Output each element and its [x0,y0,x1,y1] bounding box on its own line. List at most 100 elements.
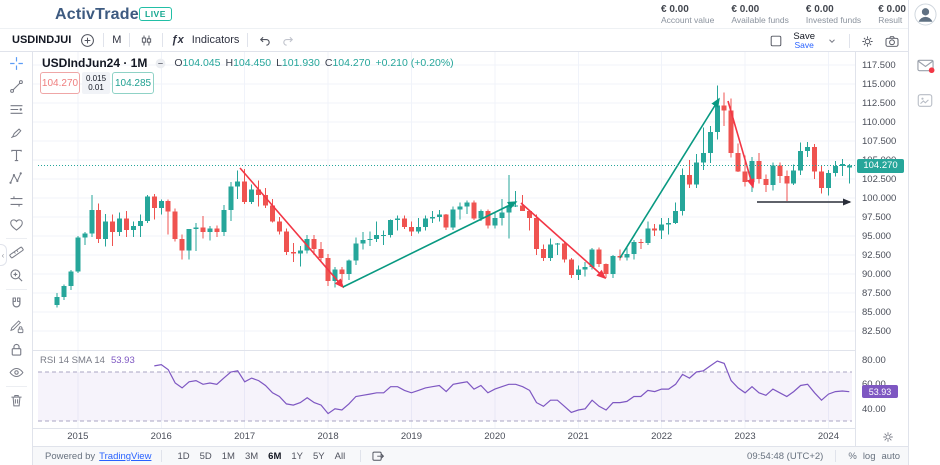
timeframe-button-1y[interactable]: 1Y [291,450,303,462]
fx-icon: ƒx [171,34,184,46]
bottom-bar: Powered by TradingView 1D 5D 1M 3M 6M 1Y 5Y All… [33,447,908,465]
rsi-band [38,371,852,422]
brush-tool[interactable] [0,121,33,144]
rsi-axis-label: 60.00 [862,379,886,390]
legend-change: +0.210 (+0.20%) [375,57,454,69]
year-label: 2017 [234,431,256,442]
pane-borders [0,52,908,447]
clock-label[interactable]: 09:54:48 (UTC+2) [747,450,824,462]
rsi-axis-label: 40.00 [862,403,886,415]
price-axis-label: 82.500 [862,326,892,337]
price-axis-label: 112.500 [862,98,896,109]
app-logo: ActivTrader™ [55,6,152,23]
axis-settings-gear-icon[interactable] [881,430,895,444]
goto-date-icon[interactable] [371,449,385,463]
timeframe-button-1m[interactable]: 1M [221,450,235,462]
auto-scale-button[interactable]: auto [881,450,901,462]
price-axis-label: 107.500 [862,136,897,147]
add-symbol-icon[interactable] [79,32,95,48]
chart-legend: USDIndJun24 · 1M O104.045 H104.450 L101.… [42,56,454,70]
user-avatar[interactable] [914,3,937,26]
price-axis-label: 117.500 [862,60,896,71]
zoom-in-tool[interactable] [0,264,33,287]
legend-collapse-icon[interactable] [154,57,167,70]
timeframe-button-all[interactable]: All [334,450,346,462]
year-label: 2019 [400,431,423,442]
price-axis-label: 97.500 [862,212,892,223]
price-axis-label: 115.000 [862,79,896,90]
interval-button[interactable]: M [112,34,122,46]
price-axis-label: 85.000 [862,307,892,318]
year-label: 2023 [734,431,756,442]
log-scale-button[interactable]: log [862,450,876,462]
mail-icon[interactable] [916,57,935,74]
timeframe-button-1d[interactable]: 1D [177,450,190,462]
year-label: 2016 [150,431,172,442]
chart-grid [33,52,855,428]
account-stat: € 0.00 Available funds [731,4,789,25]
hide-drawings-tool[interactable] [0,361,33,384]
save-button[interactable]: Save Save [793,31,815,50]
legend-ohlc: O104.045 H104.450 L101.930 C104.270 +0.2… [174,57,454,69]
rsi-value-badge: 53.93 [862,385,898,399]
tradingview-link[interactable]: TradingView [99,450,152,462]
timeframe-button-5d[interactable]: 5D [199,450,212,462]
position-tool[interactable] [0,190,33,213]
text-tool[interactable] [0,144,33,167]
price-axis-label: 90.000 [862,269,892,280]
rsi-axis-label: 80.00 [862,354,886,366]
trend-line-tool[interactable] [0,75,33,98]
undo-icon[interactable] [256,32,272,48]
price-axis-label: 102.500 [862,174,897,185]
last-price-badge: 104.270 [857,158,904,173]
price-axis-label: 110.000 [862,117,896,128]
measure-tool[interactable] [0,241,33,264]
xabcd-pattern-tool[interactable] [0,167,33,190]
chart-style-icon[interactable] [138,32,154,48]
timeframe-button-5y[interactable]: 5Y [313,450,325,462]
year-label: 2022 [651,431,673,442]
drawing-lock-tool[interactable] [0,315,33,338]
rsi-legend: RSI 14 SMA 14 53.93 [40,355,135,366]
layout-icon[interactable] [768,33,784,49]
right-sidebar [908,0,940,465]
crosshair-tool[interactable] [0,52,33,75]
timeframe-button-3m[interactable]: 3M [244,450,259,462]
chart-toolbar: USDINDJUI M ƒx Indicators [0,29,908,52]
trend-line-drawings[interactable] [239,97,755,289]
year-label: 2020 [484,431,506,442]
account-stat: € 0.00 Account value [660,4,715,25]
account-stat: € 0.00 Result [878,4,906,25]
price-axis-label: 95.000 [862,231,892,242]
account-stats: € 0.00 Account value € 0.00 Available funds… [661,4,906,25]
year-label: 2018 [317,431,339,442]
indicators-button[interactable]: Indicators [191,34,240,46]
symbol-button[interactable]: USDINDJUI [12,34,72,46]
price-axis-label: 100.000 [862,193,897,204]
timeframe-button-6m[interactable]: 6M [268,450,282,462]
settings-gear-icon[interactable] [859,33,875,49]
buy-button[interactable]: 104.285 [112,72,155,94]
redo-icon[interactable] [280,32,296,48]
price-axis-label: 87.500 [862,288,892,299]
rsi-line [154,360,850,415]
price-axis[interactable]: 117.500115.000112.500110.000107.500105.0… [856,52,908,446]
remove-drawings-tool[interactable] [0,389,33,412]
emoji-tool[interactable] [0,213,33,236]
news-icon[interactable] [916,92,934,109]
lock-all-tool[interactable] [0,338,33,361]
tool-separator [5,386,27,387]
chevron-down-icon[interactable] [824,33,840,49]
sell-button[interactable]: 104.270 [40,72,80,94]
legend-symbol[interactable]: USDIndJun24 · 1M [42,56,148,70]
tool-separator [5,238,27,239]
left-panel-toggle[interactable]: ‹ [0,244,7,266]
magnet-tool[interactable] [0,292,33,315]
price-axis-label: 92.500 [862,250,892,261]
account-stat: € 0.00 Invested funds [805,4,862,25]
fib-lines-tool[interactable] [0,98,33,121]
screenshot-camera-icon[interactable] [884,33,900,49]
percent-scale-button[interactable]: % [848,450,857,462]
